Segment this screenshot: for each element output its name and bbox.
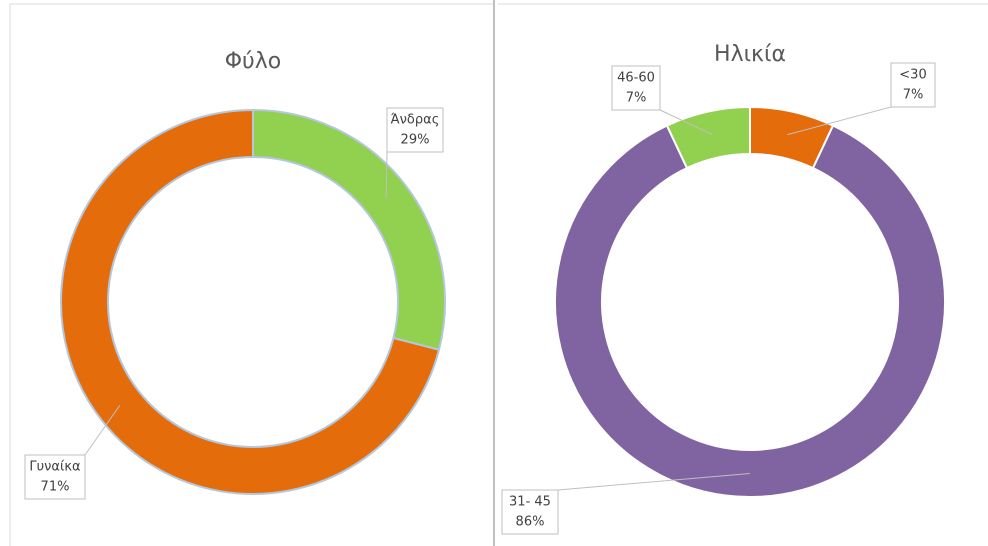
value-label: 29% <box>401 133 430 148</box>
label-box <box>24 454 86 500</box>
label-box <box>890 62 936 108</box>
leader-line <box>787 106 892 136</box>
leader-line <box>659 109 713 136</box>
donut-slice <box>60 108 441 495</box>
leader-line <box>557 473 751 491</box>
label-box <box>611 65 661 111</box>
value-label: 86% <box>516 515 545 530</box>
leader-line <box>385 151 388 199</box>
category-label: <30 <box>899 68 926 83</box>
category-label: 46-60 <box>617 71 655 86</box>
label-box <box>386 107 444 153</box>
category-label: Γυναίκα <box>29 460 80 475</box>
chart-title: Φύλο <box>225 49 282 74</box>
category-label: Άνδρας <box>391 113 440 128</box>
chart-title: Ηλικία <box>714 42 786 67</box>
category-label: 31- 45 <box>509 495 551 510</box>
label-box <box>501 489 559 535</box>
donut-slice <box>665 105 751 170</box>
value-label: 7% <box>903 88 924 103</box>
value-label: 7% <box>626 91 647 106</box>
donut-slice <box>554 124 946 498</box>
leader-line <box>84 404 121 456</box>
value-label: 71% <box>41 480 70 495</box>
